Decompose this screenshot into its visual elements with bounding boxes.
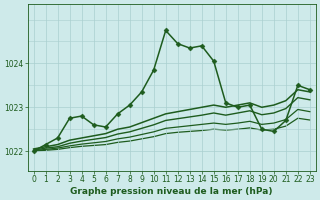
X-axis label: Graphe pression niveau de la mer (hPa): Graphe pression niveau de la mer (hPa) xyxy=(70,187,273,196)
